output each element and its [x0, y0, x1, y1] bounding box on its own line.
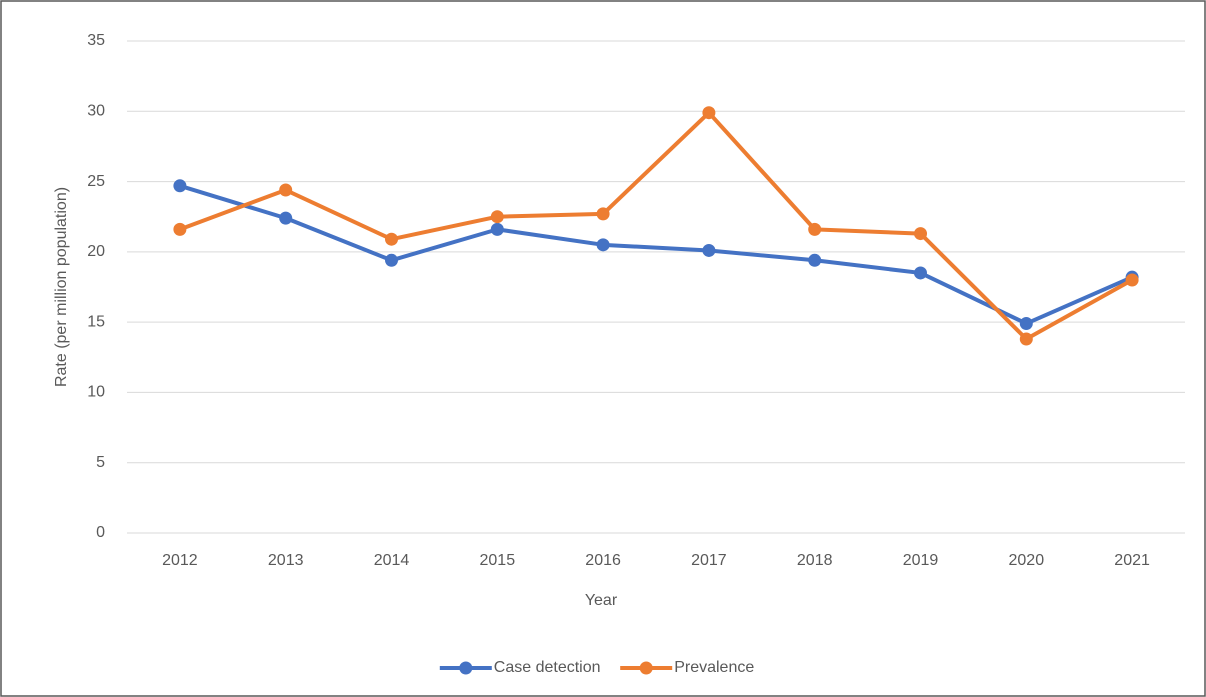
x-tick-label: 2020: [1009, 552, 1045, 569]
legend-label: Prevalence: [674, 659, 754, 676]
x-tick-label: 2019: [903, 552, 939, 569]
x-tick-label: 2015: [480, 552, 516, 569]
series-marker: [596, 238, 610, 252]
y-tick-label: 0: [96, 524, 105, 541]
series-marker: [702, 106, 716, 120]
series-marker: [385, 253, 398, 267]
x-tick-label: 2017: [691, 552, 727, 569]
y-tick-label: 20: [87, 243, 105, 260]
series-line: [179, 110, 1134, 342]
y-tick-label: 15: [87, 313, 105, 330]
series-marker: [490, 210, 504, 224]
series-marker: [702, 243, 716, 257]
series-marker: [279, 211, 293, 225]
x-tick-label: 2018: [797, 552, 833, 569]
y-tick-label: 25: [87, 173, 105, 190]
y-axis-title: Rate (per million population): [53, 187, 70, 387]
y-tick-label: 5: [96, 454, 105, 471]
x-tick-label: 2014: [374, 552, 410, 569]
series-marker: [596, 207, 610, 221]
series-marker: [1019, 317, 1033, 331]
legend-marker: [639, 661, 653, 675]
series-marker: [385, 232, 398, 246]
x-tick-label: 2021: [1114, 552, 1150, 569]
series-marker: [173, 179, 187, 193]
y-tick-label: 10: [87, 384, 105, 401]
x-tick-label: 2012: [162, 552, 198, 569]
legend-label: Case detection: [494, 659, 601, 676]
series-marker: [1125, 273, 1139, 287]
series-marker: [914, 266, 927, 280]
x-axis-title: Year: [585, 592, 618, 609]
series-marker: [490, 222, 504, 236]
series-marker: [1019, 332, 1033, 346]
x-tick-label: 2016: [585, 552, 621, 569]
y-tick-label: 35: [87, 32, 105, 49]
series-line: [179, 183, 1133, 326]
series-marker: [808, 222, 822, 236]
series-marker: [173, 222, 187, 236]
legend-marker: [459, 661, 473, 675]
y-tick-label: 30: [87, 103, 105, 120]
x-tick-label: 2013: [268, 552, 304, 569]
series-marker: [279, 183, 293, 197]
series-marker: [914, 227, 927, 241]
series-marker: [808, 253, 822, 267]
